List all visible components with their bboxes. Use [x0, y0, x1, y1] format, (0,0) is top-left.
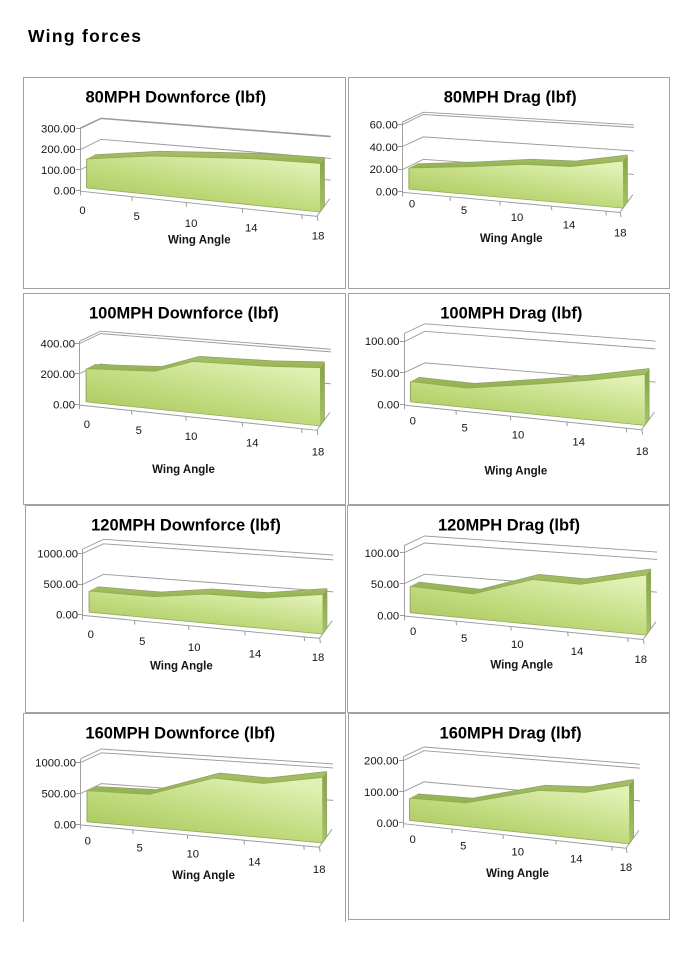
svg-text:10: 10	[511, 639, 524, 651]
svg-text:80MPH Downforce (lbf): 80MPH Downforce (lbf)	[86, 89, 267, 107]
svg-text:18: 18	[313, 864, 326, 876]
svg-text:120MPH Downforce (lbf): 120MPH Downforce (lbf)	[91, 517, 281, 535]
svg-text:160MPH Drag (lbf): 160MPH Drag (lbf)	[440, 725, 582, 743]
svg-text:300.00: 300.00	[41, 124, 76, 136]
svg-text:Wing Angle: Wing Angle	[486, 868, 549, 880]
svg-text:10: 10	[511, 847, 524, 859]
svg-text:Wing Angle: Wing Angle	[172, 870, 235, 882]
svg-text:100.00: 100.00	[41, 165, 76, 177]
svg-text:Wing Angle: Wing Angle	[150, 661, 213, 673]
svg-text:160MPH Downforce (lbf): 160MPH Downforce (lbf)	[85, 725, 275, 743]
svg-text:14: 14	[248, 856, 261, 868]
svg-text:100.00: 100.00	[364, 787, 399, 799]
svg-text:10: 10	[188, 642, 201, 654]
svg-text:100.00: 100.00	[365, 336, 400, 348]
svg-text:100MPH Drag (lbf): 100MPH Drag (lbf)	[440, 305, 582, 323]
svg-text:14: 14	[563, 219, 576, 231]
svg-text:5: 5	[462, 423, 468, 435]
svg-text:5: 5	[461, 633, 467, 645]
svg-text:0.00: 0.00	[54, 186, 76, 198]
svg-text:14: 14	[245, 223, 258, 235]
svg-text:18: 18	[312, 447, 325, 459]
svg-text:10: 10	[512, 430, 525, 442]
svg-text:0.00: 0.00	[377, 399, 399, 411]
svg-text:Wing Angle: Wing Angle	[168, 234, 231, 246]
svg-text:0: 0	[85, 836, 91, 848]
svg-text:500.00: 500.00	[41, 789, 76, 801]
svg-text:500.00: 500.00	[44, 579, 79, 591]
svg-text:0: 0	[88, 629, 94, 641]
svg-text:0.00: 0.00	[377, 610, 399, 622]
svg-text:0: 0	[409, 834, 415, 846]
svg-text:Wing Angle: Wing Angle	[152, 464, 215, 476]
svg-text:5: 5	[133, 211, 139, 223]
svg-text:80MPH Drag (lbf): 80MPH Drag (lbf)	[444, 89, 577, 107]
svg-text:18: 18	[635, 654, 648, 666]
svg-text:18: 18	[312, 230, 325, 242]
svg-text:18: 18	[620, 862, 633, 874]
svg-text:1000.00: 1000.00	[35, 758, 76, 770]
svg-text:0: 0	[409, 198, 415, 210]
svg-text:0.00: 0.00	[54, 819, 76, 831]
svg-text:10: 10	[185, 431, 198, 443]
svg-text:14: 14	[570, 854, 583, 866]
svg-text:100MPH Downforce (lbf): 100MPH Downforce (lbf)	[89, 305, 279, 323]
svg-text:10: 10	[511, 212, 524, 224]
svg-text:Wing Angle: Wing Angle	[490, 660, 553, 672]
svg-text:18: 18	[614, 228, 627, 240]
svg-text:0.00: 0.00	[53, 399, 75, 411]
svg-text:Wing Angle: Wing Angle	[480, 233, 543, 245]
svg-text:5: 5	[460, 841, 466, 853]
svg-text:0.00: 0.00	[376, 187, 398, 199]
svg-text:200.00: 200.00	[41, 369, 76, 381]
svg-text:5: 5	[136, 843, 142, 855]
svg-text:Wing Angle: Wing Angle	[485, 465, 548, 477]
svg-text:14: 14	[571, 646, 584, 658]
svg-text:0.00: 0.00	[377, 818, 399, 830]
svg-text:0: 0	[84, 419, 90, 431]
svg-text:400.00: 400.00	[41, 339, 76, 351]
svg-text:0.00: 0.00	[56, 610, 78, 622]
svg-text:1000.00: 1000.00	[37, 549, 78, 561]
svg-text:14: 14	[249, 648, 262, 660]
svg-text:40.00: 40.00	[370, 142, 398, 154]
svg-text:50.00: 50.00	[371, 579, 399, 591]
svg-text:5: 5	[461, 205, 467, 217]
svg-text:5: 5	[136, 425, 142, 437]
svg-text:20.00: 20.00	[370, 164, 398, 176]
svg-text:0: 0	[410, 416, 416, 428]
svg-text:10: 10	[187, 849, 200, 861]
svg-text:18: 18	[312, 652, 325, 664]
svg-text:10: 10	[185, 218, 198, 230]
svg-text:120MPH Drag (lbf): 120MPH Drag (lbf)	[438, 517, 580, 535]
svg-text:18: 18	[636, 446, 649, 458]
svg-text:60.00: 60.00	[370, 119, 398, 131]
svg-text:50.00: 50.00	[371, 368, 399, 380]
svg-text:14: 14	[246, 437, 259, 449]
svg-text:200.00: 200.00	[364, 756, 399, 768]
svg-text:0: 0	[79, 205, 85, 217]
svg-text:100.00: 100.00	[365, 548, 400, 560]
svg-text:200.00: 200.00	[41, 144, 76, 156]
svg-text:14: 14	[572, 437, 585, 449]
svg-text:0: 0	[410, 626, 416, 638]
svg-text:5: 5	[139, 636, 145, 648]
